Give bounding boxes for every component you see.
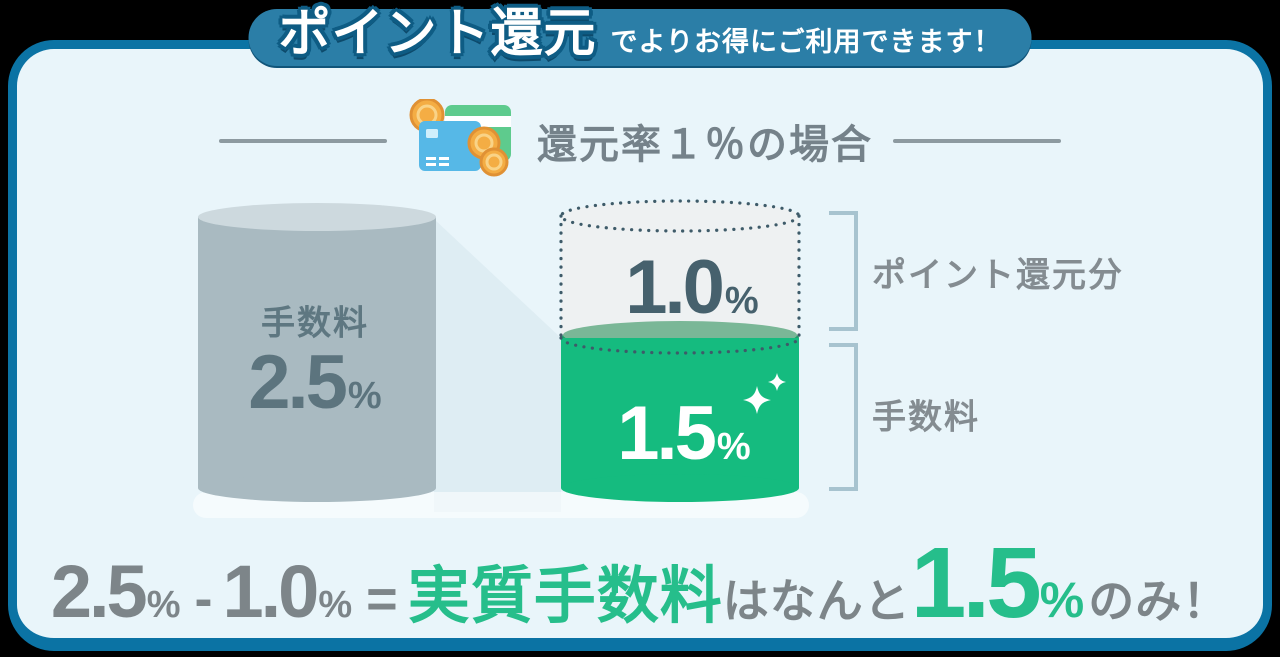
banner-title: ポイント還元 bbox=[278, 5, 597, 63]
formula-equals-sign: = bbox=[366, 569, 398, 629]
summary-formula: 2.5 % - 1.0 % = 実質手数料 はなんと 1.5 % のみ！ bbox=[0, 533, 1280, 633]
formula-result-unit: % bbox=[1039, 572, 1085, 628]
fee-bracket-label: 手数料 bbox=[872, 398, 980, 437]
credit-cards-coins-icon bbox=[409, 99, 511, 177]
formula-suffix: のみ！ bbox=[1088, 575, 1230, 627]
banner-tagline: でよりお得にご利用できます！ bbox=[610, 27, 1002, 57]
before-fee-unit: % bbox=[347, 375, 382, 417]
scenario-heading: 還元率１％の場合 bbox=[0, 99, 1280, 183]
header-banner: ポイント還元 でよりお得にご利用できます！ bbox=[248, 5, 1032, 66]
points-value: 1.0 % bbox=[625, 250, 758, 326]
after-fee-unit: % bbox=[716, 426, 751, 468]
shadow-beam bbox=[434, 219, 561, 512]
fee-bracket bbox=[829, 343, 858, 491]
before-fee-number: 2.5 bbox=[248, 340, 348, 425]
before-fee-label: 手数料 bbox=[261, 304, 369, 343]
after-cylinder-points bbox=[559, 199, 801, 340]
points-unit: % bbox=[724, 280, 759, 322]
after-fee-value: 1.5 % bbox=[617, 396, 750, 472]
points-bracket bbox=[829, 211, 858, 331]
formula-result: 1.5 bbox=[910, 527, 1042, 639]
formula-subtrahend: 1.0 bbox=[222, 550, 319, 633]
before-fee-value: 2.5 % bbox=[248, 345, 381, 421]
heading-text: 還元率１％の場合 bbox=[537, 123, 873, 167]
before-cylinder bbox=[198, 203, 436, 502]
points-number: 1.0 bbox=[625, 245, 725, 330]
formula-minus-sign: - bbox=[194, 569, 213, 629]
sparkles-icon bbox=[743, 373, 786, 414]
heading-rule-right bbox=[893, 139, 1061, 143]
after-fee-number: 1.5 bbox=[617, 391, 717, 476]
points-bracket-label: ポイント還元分 bbox=[872, 256, 1124, 295]
after-cylinder-fee bbox=[559, 321, 801, 502]
formula-minuend: 2.5 bbox=[50, 550, 148, 633]
heading-rule-left bbox=[219, 139, 387, 143]
formula-highlight: 実質手数料 bbox=[407, 562, 723, 631]
formula-minuend-unit: % bbox=[146, 584, 181, 626]
formula-subtrahend-unit: % bbox=[318, 584, 353, 626]
formula-connector: はなんと bbox=[722, 575, 911, 627]
